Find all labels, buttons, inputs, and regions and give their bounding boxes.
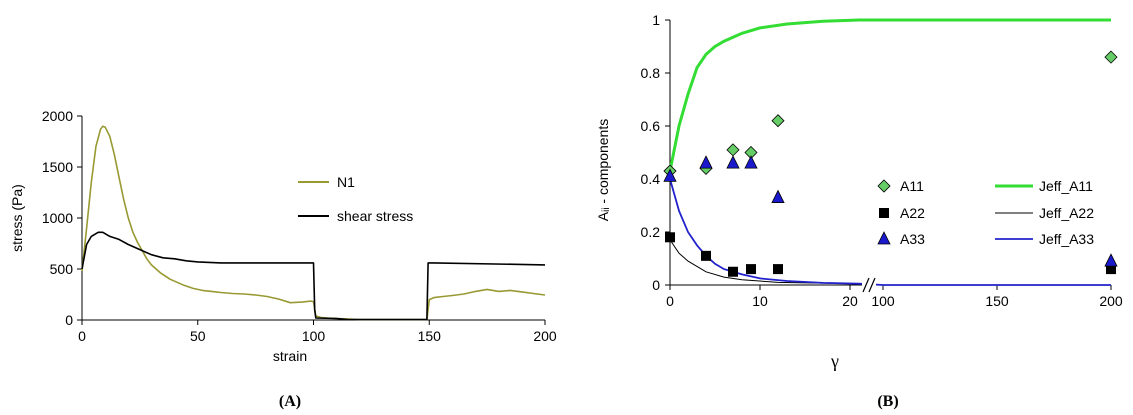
legend-label-jeff-a33: Jeff_A33 [1039, 231, 1094, 247]
chart-a-xlabel: strain [273, 348, 307, 364]
chart-b-x-tick-label: 200 [1099, 293, 1123, 309]
chart-a-y-tick-label: 2000 [42, 108, 73, 124]
chart-b-x-tick-label: 20 [842, 293, 858, 309]
chart-b-x-tick-label: 150 [985, 293, 1009, 309]
data-point-a22 [746, 264, 756, 275]
data-point-a33 [726, 155, 740, 169]
data-point-a22 [701, 250, 711, 261]
chart-b-x-tick-label: 0 [666, 293, 674, 309]
axis-break-mark [862, 277, 876, 293]
legend-marker-a22 [879, 208, 889, 218]
legend-marker-a33 [877, 231, 891, 245]
legend-label-shear-stress: shear stress [337, 208, 413, 224]
chart-b-y-tick-label: 0.4 [641, 171, 661, 187]
data-point-a11 [726, 143, 740, 157]
data-point-a33 [699, 155, 713, 169]
legend-label-jeff-a22: Jeff_A22 [1039, 205, 1094, 221]
data-point-a33 [1104, 253, 1118, 267]
legend-marker-a11 [877, 179, 891, 193]
data-point-a33 [744, 155, 758, 169]
chart-b-y-tick-label: 0.6 [641, 118, 661, 134]
data-point-a22 [728, 266, 738, 277]
data-point-a22 [1106, 264, 1116, 275]
data-point-a11 [1104, 50, 1118, 64]
chart-b-y-tick-label: 0.8 [641, 65, 661, 81]
data-point-a22 [773, 264, 783, 275]
series-line-n1 [81, 125, 546, 321]
data-point-a22 [665, 232, 675, 243]
chart-a-ylabel: stress (Pa) [9, 184, 25, 252]
legend-label-a22: A22 [900, 205, 925, 221]
chart-a-x-tick-label: 200 [533, 328, 557, 344]
chart-b-y-tick-label: 0.2 [641, 224, 661, 240]
series-line-shear-stress [81, 231, 546, 321]
chart-a-y-tick-label: 1500 [42, 159, 73, 175]
legend-label-jeff-a11: Jeff_A11 [1039, 178, 1093, 194]
chart-b: 0 10 20 100 150 200 0 0.2 0.4 0.6 0.8 1 γ Aᵢᵢ - com… [595, 12, 1123, 371]
chart-b-ylabel: Aᵢᵢ - components [595, 119, 611, 221]
chart-a-y-tick-label: 0 [65, 312, 73, 328]
chart-a-x-tick-label: 150 [418, 328, 442, 344]
chart-a-y-tick-label: 1000 [42, 210, 73, 226]
chart-a-x-tick-label: 50 [190, 328, 206, 344]
legend-label-a33: A33 [900, 231, 925, 247]
legend-label-n1: N1 [337, 174, 355, 190]
legend-label-a11: A11 [900, 178, 924, 194]
chart-a-y-tick-label: 500 [50, 261, 74, 277]
chart-b-x-tick-label: 100 [871, 293, 895, 309]
chart-a-x-tick-label: 0 [78, 328, 86, 344]
chart-b-y-tick-label: 0 [652, 277, 660, 293]
chart-b-xlabel: γ [830, 351, 839, 371]
panel-label-b: (B) [877, 393, 898, 410]
chart-a-x-tick-label: 100 [302, 328, 326, 344]
data-point-a11 [771, 114, 785, 128]
data-point-a33 [771, 189, 785, 203]
chart-b-x-tick-label: 10 [752, 293, 768, 309]
chart-b-y-tick-label: 1 [652, 12, 660, 28]
data-point-a33 [663, 168, 677, 182]
panel-label-a: (A) [279, 393, 301, 410]
series-line-jeff-a11 [668, 18, 1111, 172]
